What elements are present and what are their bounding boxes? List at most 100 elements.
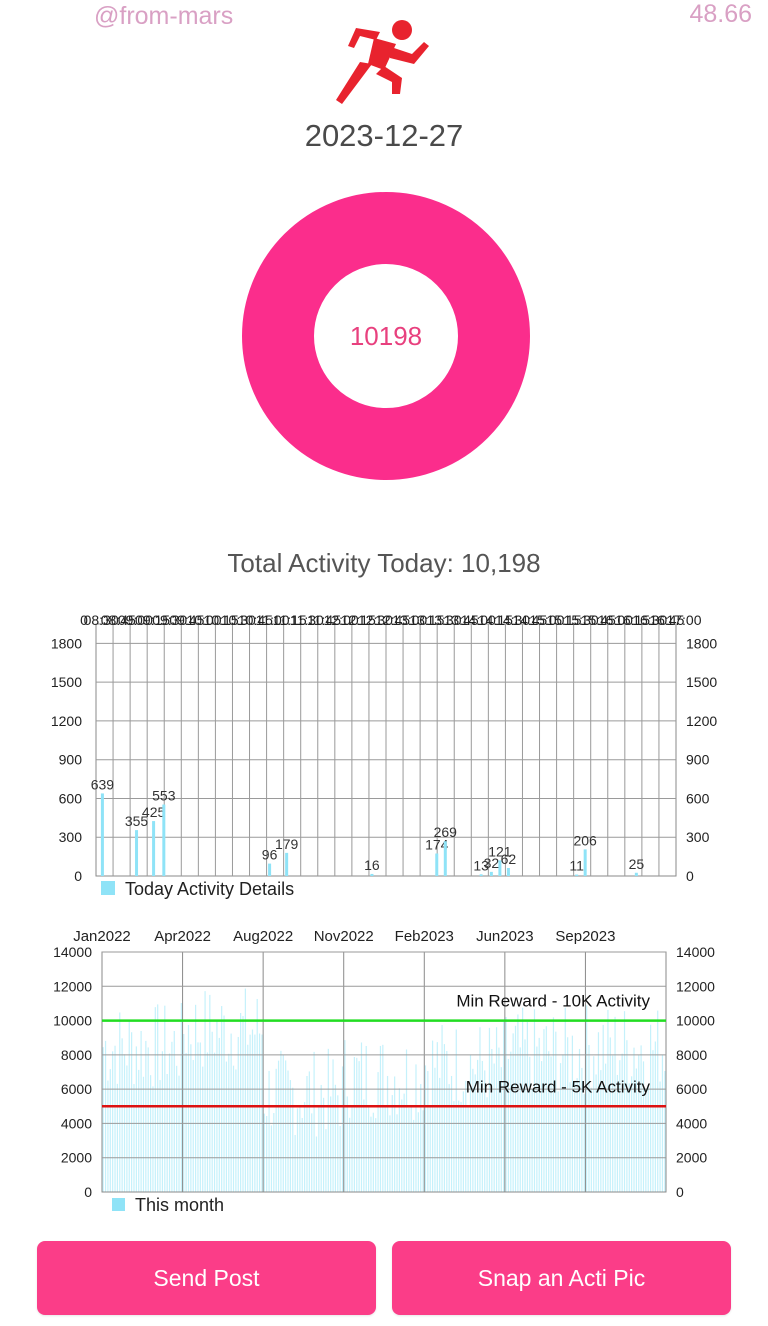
daily-activity-bar: [270, 1125, 273, 1192]
daily-activity-bar: [304, 1102, 306, 1192]
snap-pic-button[interactable]: Snap an Acti Pic: [392, 1241, 731, 1315]
x-tick-label: 16:30: [632, 612, 667, 628]
daily-activity-bar: [332, 1059, 334, 1192]
daily-activity-bar: [147, 1047, 149, 1192]
daily-activity-bar: [460, 1101, 462, 1192]
y-tick-label-right: 4000: [676, 1115, 707, 1131]
bar-value-label: 179: [275, 836, 299, 852]
bar-value-label: 425: [142, 804, 166, 820]
daily-activity-bar: [285, 1060, 287, 1192]
daily-activity-bar: [436, 1042, 438, 1192]
daily-activity-bar: [318, 1105, 320, 1192]
activity-bar: [152, 821, 156, 876]
x-tick-label: Apr2022: [154, 928, 211, 945]
daily-activity-bar: [550, 1056, 552, 1192]
daily-activity-bar: [268, 1070, 270, 1192]
daily-activity-bar: [545, 1026, 547, 1192]
daily-activity-bar: [401, 1099, 403, 1192]
y-tick-label-left: 12000: [53, 978, 92, 994]
daily-activity-bar: [135, 1046, 137, 1192]
y-tick-label-left: 0: [84, 1184, 92, 1200]
daily-activity-bar: [109, 1069, 111, 1192]
y-tick-label-right: 8000: [676, 1047, 707, 1063]
daily-activity-bar: [590, 1087, 592, 1192]
daily-activity-bar: [514, 1025, 517, 1192]
x-tick-label: 10:30: [221, 612, 256, 628]
daily-activity-bar: [507, 1058, 510, 1192]
bar-value-label: 62: [501, 851, 517, 867]
daily-activity-bar: [479, 1027, 481, 1192]
bar-value-label: 13: [473, 857, 489, 873]
daily-activity-bar: [209, 994, 211, 1192]
daily-activity-bar: [664, 1070, 666, 1192]
daily-activity-bar: [320, 1084, 322, 1192]
x-tick-label: 12:15: [341, 612, 376, 628]
daily-activity-bar: [472, 1068, 474, 1192]
y-tick-label-right: 900: [686, 752, 710, 768]
daily-activity-bar: [448, 1084, 450, 1192]
daily-activity-bar: [647, 1085, 649, 1192]
activity-bar: [268, 863, 272, 876]
y-tick-label-right: 0: [686, 868, 694, 884]
daily-activity-bar: [517, 1014, 519, 1192]
daily-activity-bar: [626, 1040, 628, 1192]
daily-activity-bar: [263, 1113, 265, 1192]
send-post-button[interactable]: Send Post: [37, 1241, 376, 1315]
running-person-icon: [336, 20, 429, 104]
y-tick-label-right: 1200: [686, 713, 717, 729]
daily-activity-bar: [621, 1053, 623, 1192]
daily-activity-bar: [543, 1029, 545, 1192]
bar-value-label: 553: [152, 788, 176, 804]
daily-activity-bar: [349, 1117, 351, 1192]
daily-activity-bar: [600, 1070, 602, 1192]
daily-activity-bar: [431, 1040, 434, 1192]
daily-activity-bar: [631, 1076, 633, 1192]
daily-activity-bar: [183, 1033, 185, 1192]
legend-label: Today Activity Details: [125, 879, 294, 899]
daily-activity-bar: [138, 1069, 140, 1192]
x-tick-label: 08:30: [84, 612, 119, 628]
y-tick-label-left: 2000: [61, 1150, 92, 1166]
daily-activity-bar: [529, 1056, 531, 1192]
daily-activity-bar: [396, 1114, 398, 1192]
x-tick-label: 0: [80, 612, 88, 628]
daily-activity-bar: [351, 1106, 353, 1192]
activity-bar: [583, 849, 587, 876]
daily-activity-bar: [619, 1060, 621, 1192]
x-tick-label: 11:30: [290, 612, 324, 628]
reward-threshold-label: Min Reward - 5K Activity: [466, 1077, 651, 1096]
daily-activity-bar: [614, 1016, 616, 1192]
total-activity-label: Total Activity Today: 10,198: [227, 548, 541, 578]
activity-bar: [135, 830, 139, 876]
daily-activity-bar: [405, 1049, 408, 1192]
daily-activity-bar: [346, 1096, 348, 1192]
daily-activity-bar: [299, 1105, 301, 1192]
y-tick-label-right: 10000: [676, 1013, 715, 1029]
daily-activity-bar: [386, 1075, 389, 1192]
x-tick-label: 14:45: [512, 612, 547, 628]
daily-activity-bar: [531, 1089, 533, 1192]
daily-activity-bar: [377, 1072, 379, 1192]
daily-activity-bar: [659, 1081, 661, 1192]
activity-bar: [100, 793, 104, 876]
x-tick-label: 14:30: [495, 612, 530, 628]
daily-activity-bar: [427, 1071, 429, 1192]
daily-activity-bar: [104, 1040, 107, 1192]
y-tick-label-right: 2000: [676, 1150, 707, 1166]
daily-activity-bar: [569, 1082, 571, 1192]
daily-activity-bar: [313, 1051, 315, 1192]
bar-value-label: 121: [488, 843, 512, 859]
daily-activity-bar: [116, 1083, 119, 1192]
daily-activity-bar: [171, 1041, 173, 1192]
daily-activity-bar: [356, 1057, 358, 1192]
daily-activity-bar: [232, 1065, 235, 1192]
daily-activity-bar: [391, 1095, 393, 1192]
daily-activity-bar: [555, 1031, 557, 1192]
x-tick-label: 13:15: [409, 612, 444, 628]
daily-activity-bar: [344, 1040, 346, 1192]
daily-activity-bar: [119, 1012, 121, 1192]
daily-activity-bar: [540, 1061, 543, 1192]
daily-activity-bar: [325, 1129, 327, 1192]
daily-activity-bar: [477, 1059, 479, 1192]
y-tick-label-left: 4000: [61, 1115, 92, 1131]
